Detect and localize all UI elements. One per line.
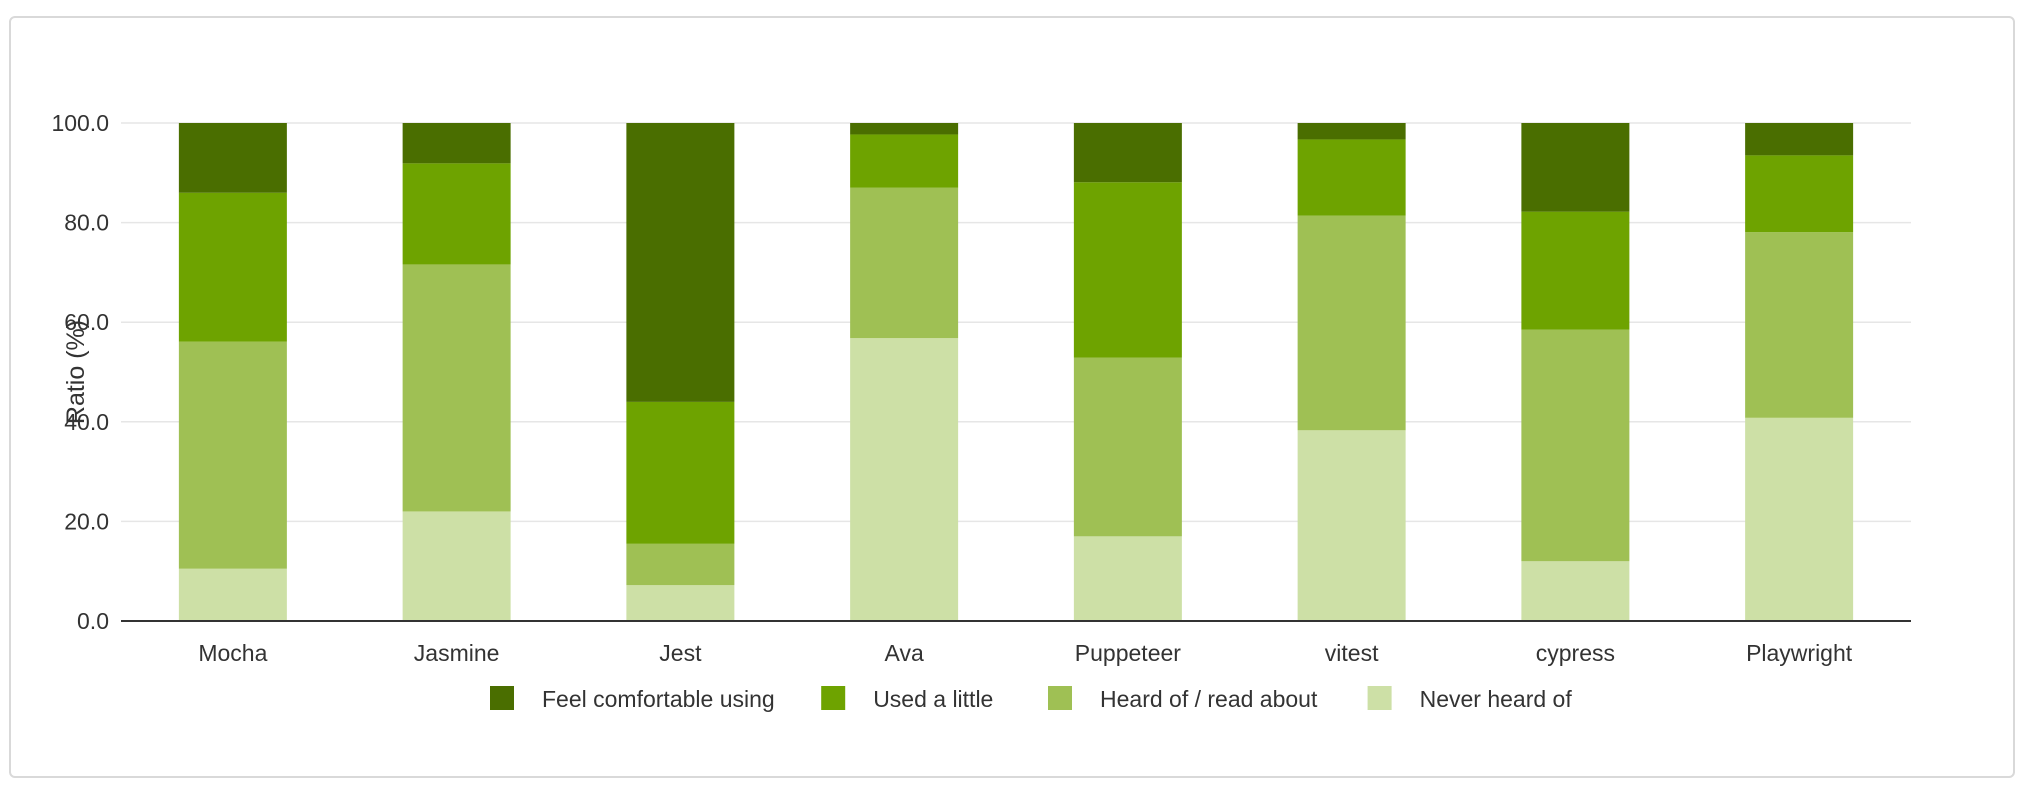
x-tick-label: Jasmine [414,640,500,666]
y-tick-label: 0.0 [77,608,109,634]
y-tick-label: 80.0 [64,210,109,236]
bar-segment [1297,215,1406,431]
bar-segment [178,123,287,193]
bar-segment [402,511,511,621]
y-tick-label: 100.0 [51,110,109,136]
x-tick-label: cypress [1536,640,1615,666]
x-tick-label: Playwright [1746,640,1853,666]
legend-item[interactable]: Heard of / read about [1048,686,1318,712]
x-tick-label: Jest [659,640,702,666]
bar-segment [178,341,287,569]
bar-segment [850,338,959,621]
bar-segment [1073,182,1182,358]
chart-card: 0.0 20.0 40.0 60.0 80.0 100.0 Mocha Jasmine Jes… [9,16,2015,778]
bar-stack [850,123,959,621]
bar-segment [1297,139,1406,216]
bar-segment [1297,123,1406,140]
legend-item[interactable]: Feel comfortable using [490,686,775,712]
bar-segment [1521,329,1630,562]
y-tick-label: 40.0 [64,409,109,435]
legend-swatch [1048,686,1072,710]
bar-segment [178,192,287,342]
x-tick-label: vitest [1325,640,1379,666]
legend-label: Heard of / read about [1100,686,1318,712]
legend-label: Never heard of [1420,686,1573,712]
bar-segment [1745,123,1854,156]
bar-segment [402,163,511,265]
bar-segment [850,134,959,188]
bar-segment [626,401,735,544]
bar-segment [1297,430,1406,621]
bar-segment [1073,357,1182,537]
y-tick-label: 60.0 [64,309,109,335]
legend-label: Feel comfortable using [542,686,775,712]
x-tick-label: Puppeteer [1075,640,1181,666]
x-axis: Mocha Jasmine Jest Ava Puppeteer vitest cypres… [121,620,1911,666]
y-axis: 0.0 20.0 40.0 60.0 80.0 100.0 [51,110,109,634]
bar-stack [1297,123,1406,621]
bar-stack [1073,123,1182,621]
x-tick-label: Mocha [198,640,267,666]
gridlines [121,122,1911,523]
bar-segment [1073,123,1182,183]
bar-stack [402,123,511,621]
bar-segment [1745,232,1854,418]
bars [178,123,1854,621]
bar-segment [1521,561,1630,621]
bar-segment [1745,155,1854,233]
stacked-bar-chart: 0.0 20.0 40.0 60.0 80.0 100.0 Mocha Jasmine Jes… [51,110,1911,712]
bar-segment [626,585,735,621]
legend-swatch [821,686,846,710]
bar-segment [626,123,735,402]
bar-segment [850,187,959,339]
legend-item[interactable]: Used a little [821,686,993,712]
bar-segment [1521,123,1630,212]
y-tick-label: 20.0 [64,508,109,534]
x-tick-label: Ava [885,640,924,666]
bar-segment [402,123,511,164]
bar-stack [626,123,735,621]
bar-segment [1521,211,1630,330]
legend-swatch [490,686,514,710]
bar-segment [1745,417,1854,621]
bar-segment [850,123,959,135]
bar-segment [402,264,511,512]
bar-segment [1073,536,1182,621]
bar-segment [626,543,735,586]
bar-stack [178,123,287,621]
legend-label: Used a little [873,686,993,712]
bar-segment [178,568,287,621]
bar-stack [1745,123,1854,621]
bar-stack [1521,123,1630,621]
legend-swatch [1367,686,1392,710]
legend: Feel comfortable using Used a little Heard… [490,686,1572,712]
y-axis-title: Ratio (%) [62,320,90,424]
legend-item[interactable]: Never heard of [1367,686,1573,712]
